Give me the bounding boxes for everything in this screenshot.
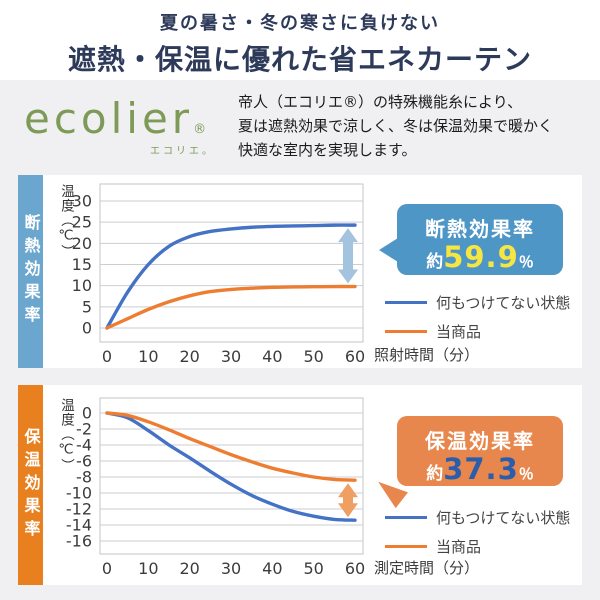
card-insulation: 断熱効果率 30 25 20 15 10 5 0 0 10 20 30 40 50 60 温度（℃） 照射… <box>18 175 582 368</box>
legend-label: 何もつけてない状態 <box>436 294 571 312</box>
callout-retention: 保温効果率 約 37.3 ％ <box>372 416 563 509</box>
brand-logo: ecolier® <box>24 94 206 143</box>
svg-text:-14: -14 <box>66 516 92 535</box>
svg-text:-4: -4 <box>76 436 92 455</box>
svg-text:50: 50 <box>303 347 323 366</box>
svg-text:10: 10 <box>138 347 158 366</box>
callout-insulation: 断熱効果率 約 59.9 ％ <box>379 204 563 275</box>
callout-value: 59.9 <box>443 240 519 274</box>
brand-description: 帝人（エコリエ®）の特殊機能糸により、 夏は遮熱効果で涼しく、冬は保温効果で暖か… <box>238 90 553 162</box>
svg-text:10: 10 <box>72 276 92 295</box>
retention-chart: 0-2-4-6-8-10-12-14-160 10 20 30 40 50 60 <box>66 397 365 578</box>
svg-text:60: 60 <box>345 559 365 578</box>
svg-text:50: 50 <box>303 559 323 578</box>
legend-item: 当商品 <box>385 321 570 342</box>
callout-value-line: 約 59.9 ％ <box>397 240 563 274</box>
legend-label: 何もつけてない状態 <box>436 509 571 527</box>
legend-item: 当商品 <box>385 536 570 557</box>
svg-text:10: 10 <box>138 559 158 578</box>
callout-value-line: 約 37.3 ％ <box>397 452 563 486</box>
legend-label: 当商品 <box>436 538 482 556</box>
y-axis-title: 温度（℃） <box>58 184 74 259</box>
svg-text:-2: -2 <box>76 420 92 439</box>
legend-item: 何もつけてない状態 <box>385 507 570 528</box>
svg-text:25: 25 <box>72 213 92 232</box>
description-line: 快適な室内を実現します。 <box>238 141 417 159</box>
svg-text:40: 40 <box>262 559 282 578</box>
callout-prefix: 約 <box>426 252 444 272</box>
legend-line-orange-icon <box>385 545 427 548</box>
svg-text:30: 30 <box>221 559 241 578</box>
svg-text:40: 40 <box>262 347 282 366</box>
callout-unit: ％ <box>518 465 534 483</box>
svg-text:-16: -16 <box>66 532 92 551</box>
x-axis-label: 測定時間（分） <box>374 559 480 577</box>
callout-unit: ％ <box>518 253 534 271</box>
svg-text:-12: -12 <box>66 500 92 519</box>
legend-item: 何もつけてない状態 <box>385 292 570 313</box>
svg-text:30: 30 <box>221 347 241 366</box>
sidebar-label: 保温効果率 <box>21 427 41 543</box>
svg-text:20: 20 <box>179 559 199 578</box>
card-retention: 保温効果率 0 -2 -4 -6 -8 -10 -12 -14 -16 0 10 20 30 40 50 60… <box>18 385 582 585</box>
legend-line-blue-icon <box>385 516 427 519</box>
legend: 何もつけてない状態 当商品 <box>385 292 570 350</box>
svg-text:5: 5 <box>82 297 92 316</box>
svg-text:-8: -8 <box>76 468 92 487</box>
legend-label: 当商品 <box>436 323 482 341</box>
callout-prefix: 約 <box>426 464 444 484</box>
svg-text:0: 0 <box>82 319 92 338</box>
svg-text:20: 20 <box>72 234 92 253</box>
y-axis-title: 温度（℃） <box>58 398 74 473</box>
description-line: 帝人（エコリエ®）の特殊機能糸により、 <box>238 93 523 111</box>
legend-line-orange-icon <box>385 330 427 333</box>
legend-line-blue-icon <box>385 301 427 304</box>
legend: 何もつけてない状態 当商品 <box>385 507 570 565</box>
svg-text:0: 0 <box>102 559 112 578</box>
svg-text:60: 60 <box>345 347 365 366</box>
callout-value: 37.3 <box>443 452 519 486</box>
svg-text:15: 15 <box>72 255 92 274</box>
svg-text:-10: -10 <box>66 484 92 503</box>
callout-tail-icon <box>379 238 398 262</box>
svg-text:0: 0 <box>82 404 92 423</box>
callout-title: 断熱効果率 <box>425 217 535 241</box>
svg-text:30: 30 <box>72 192 92 211</box>
page-title: 遮熱・保温に優れた省エネカーテン <box>67 43 532 76</box>
brand-band: ecolier® エコリエ。 帝人（エコリエ®）の特殊機能糸により、 夏は遮熱効… <box>0 80 600 175</box>
header: 夏の暑さ・冬の寒さに負けない 遮熱・保温に優れた省エネカーテン <box>0 0 600 80</box>
sidebar-retention: 保温効果率 <box>18 385 43 585</box>
header-subtitle: 夏の暑さ・冬の寒さに負けない <box>160 13 440 34</box>
description-line: 夏は遮熱効果で涼しく、冬は保温効果で暖かく <box>238 117 554 135</box>
x-axis-label: 照射時間（分） <box>374 346 480 364</box>
callout-title: 保温効果率 <box>425 429 535 453</box>
sidebar-insulation: 断熱効果率 <box>18 175 43 368</box>
sidebar-label: 断熱効果率 <box>21 214 41 329</box>
svg-text:-6: -6 <box>76 452 92 471</box>
brand-logo-kana: エコリエ。 <box>150 146 215 157</box>
svg-text:0: 0 <box>102 347 112 366</box>
registered-mark-icon: ® <box>193 122 207 137</box>
brand-logo-text: ecolier <box>24 94 194 143</box>
svg-text:20: 20 <box>179 347 199 366</box>
